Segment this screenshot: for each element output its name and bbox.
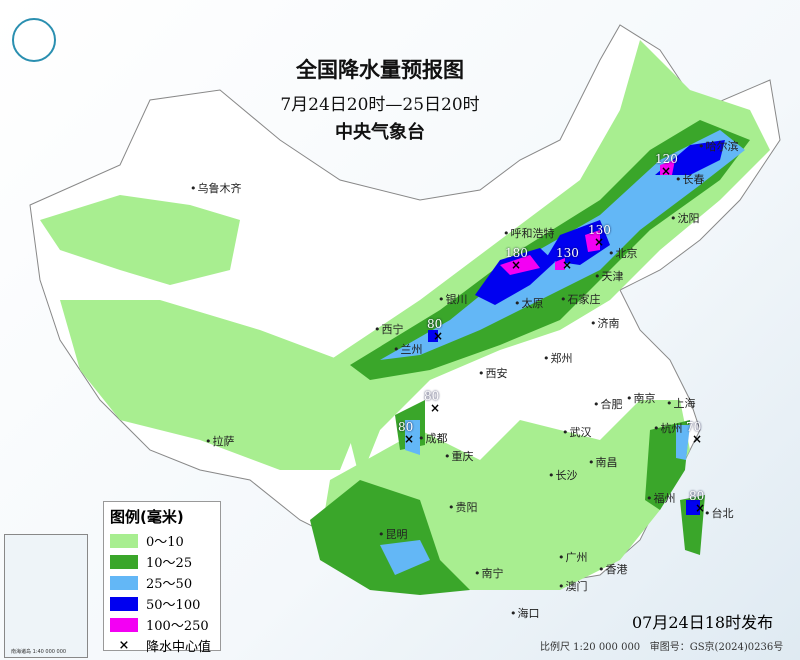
legend-label: 100～250 (146, 619, 209, 634)
city-label: 贵阳 (448, 499, 478, 515)
scale-and-review: 比例尺 1:20 000 000 审图号：GS京(2024)0236号 (540, 638, 783, 653)
x-marker-icon: × (661, 164, 672, 178)
city-label: 澳门 (558, 578, 588, 594)
south-china-sea-inset: 南海诸岛 1:40 000 000 (4, 534, 88, 658)
review-number: 审图号：GS京(2024)0236号 (649, 642, 784, 653)
legend-item: 10～25 (110, 551, 214, 572)
x-marker-icon: × (692, 432, 703, 446)
city-label: 武汉 (562, 424, 592, 440)
city-label: 杭州 (653, 420, 683, 436)
legend-item: 50～100 (110, 593, 214, 614)
rain-25-50 (380, 130, 745, 575)
rain-10-25 (310, 120, 750, 595)
precip-center-value: 80 (427, 317, 443, 331)
rain-100-250 (500, 160, 675, 275)
x-marker-icon: × (511, 258, 522, 272)
city-label: 重庆 (444, 448, 474, 464)
legend-label: 50～100 (146, 598, 201, 613)
legend-item: 25～50 (110, 572, 214, 593)
city-label: 南宁 (474, 565, 504, 581)
city-label: 拉萨 (205, 433, 235, 449)
city-label: 上海 (666, 395, 696, 411)
city-label: 长春 (675, 171, 705, 187)
map-title: 全国降水量预报图 (296, 58, 464, 82)
legend-item: 100～250 (110, 614, 214, 635)
legend-label: 25～50 (146, 577, 193, 592)
x-marker-icon: × (594, 235, 605, 249)
city-label: 北京 (608, 245, 638, 261)
legend-label: 降水中心值 (146, 640, 212, 655)
city-label: 广州 (558, 549, 588, 565)
city-label: 郑州 (543, 350, 573, 366)
city-label: 西宁 (374, 321, 404, 337)
legend-title: 图例(毫米) (110, 508, 184, 526)
city-label: 昆明 (378, 526, 408, 542)
city-label: 海口 (510, 605, 540, 621)
x-marker-icon: × (430, 401, 441, 415)
precip-center-value: 130 (556, 246, 579, 260)
issuer: 中央气象台 (335, 122, 425, 143)
city-label: 济南 (590, 315, 620, 331)
city-label: 沈阳 (670, 210, 700, 226)
legend-label: 10～25 (146, 556, 193, 571)
city-label: 长沙 (548, 467, 578, 483)
legend-item: 0～10 (110, 530, 214, 551)
city-label: 西安 (478, 365, 508, 381)
city-label: 银川 (438, 291, 468, 307)
x-marker-icon: × (404, 432, 415, 446)
city-label: 呼和浩特 (503, 225, 555, 241)
city-label: 乌鲁木齐 (190, 180, 242, 196)
city-label: 哈尔滨 (698, 138, 739, 154)
city-label: 成都 (418, 430, 448, 446)
forecast-period: 7月24日20时—25日20时 (280, 95, 480, 115)
precip-center-value: 130 (588, 223, 611, 237)
city-label: 天津 (594, 268, 624, 284)
issue-time: 07月24日18时发布 (632, 613, 774, 632)
x-marker-icon: × (562, 258, 573, 272)
precip-center-value: 70 (686, 420, 702, 434)
precip-center-value: 180 (505, 246, 528, 260)
precip-center-value: 80 (398, 420, 414, 434)
city-label: 合肥 (593, 396, 623, 412)
precip-center-value: 80 (689, 489, 705, 503)
city-label: 南京 (626, 390, 656, 406)
city-label: 南昌 (588, 454, 618, 470)
legend-label: 0～10 (146, 535, 184, 550)
city-label: 台北 (704, 505, 734, 521)
cma-logo (12, 18, 56, 62)
inset-note: 南海诸岛 1:40 000 000 (11, 649, 67, 655)
rain-0-10-west (40, 195, 360, 470)
legend: 图例(毫米) 0～10 10～25 25～50 50～100 100～250 ×… (103, 501, 221, 655)
precip-center-value: 80 (424, 389, 440, 403)
city-label: 福州 (646, 490, 676, 506)
precip-center-value: 120 (655, 152, 678, 166)
city-label: 香港 (598, 561, 628, 577)
legend-item: × 降水中心值 (110, 635, 214, 656)
city-label: 太原 (514, 295, 544, 311)
city-label: 兰州 (393, 341, 423, 357)
x-marker-icon: × (118, 638, 130, 653)
x-marker-icon: × (433, 329, 444, 343)
scale: 比例尺 1:20 000 000 (540, 642, 641, 653)
city-label: 石家庄 (560, 291, 601, 307)
x-marker-icon: × (695, 501, 706, 515)
